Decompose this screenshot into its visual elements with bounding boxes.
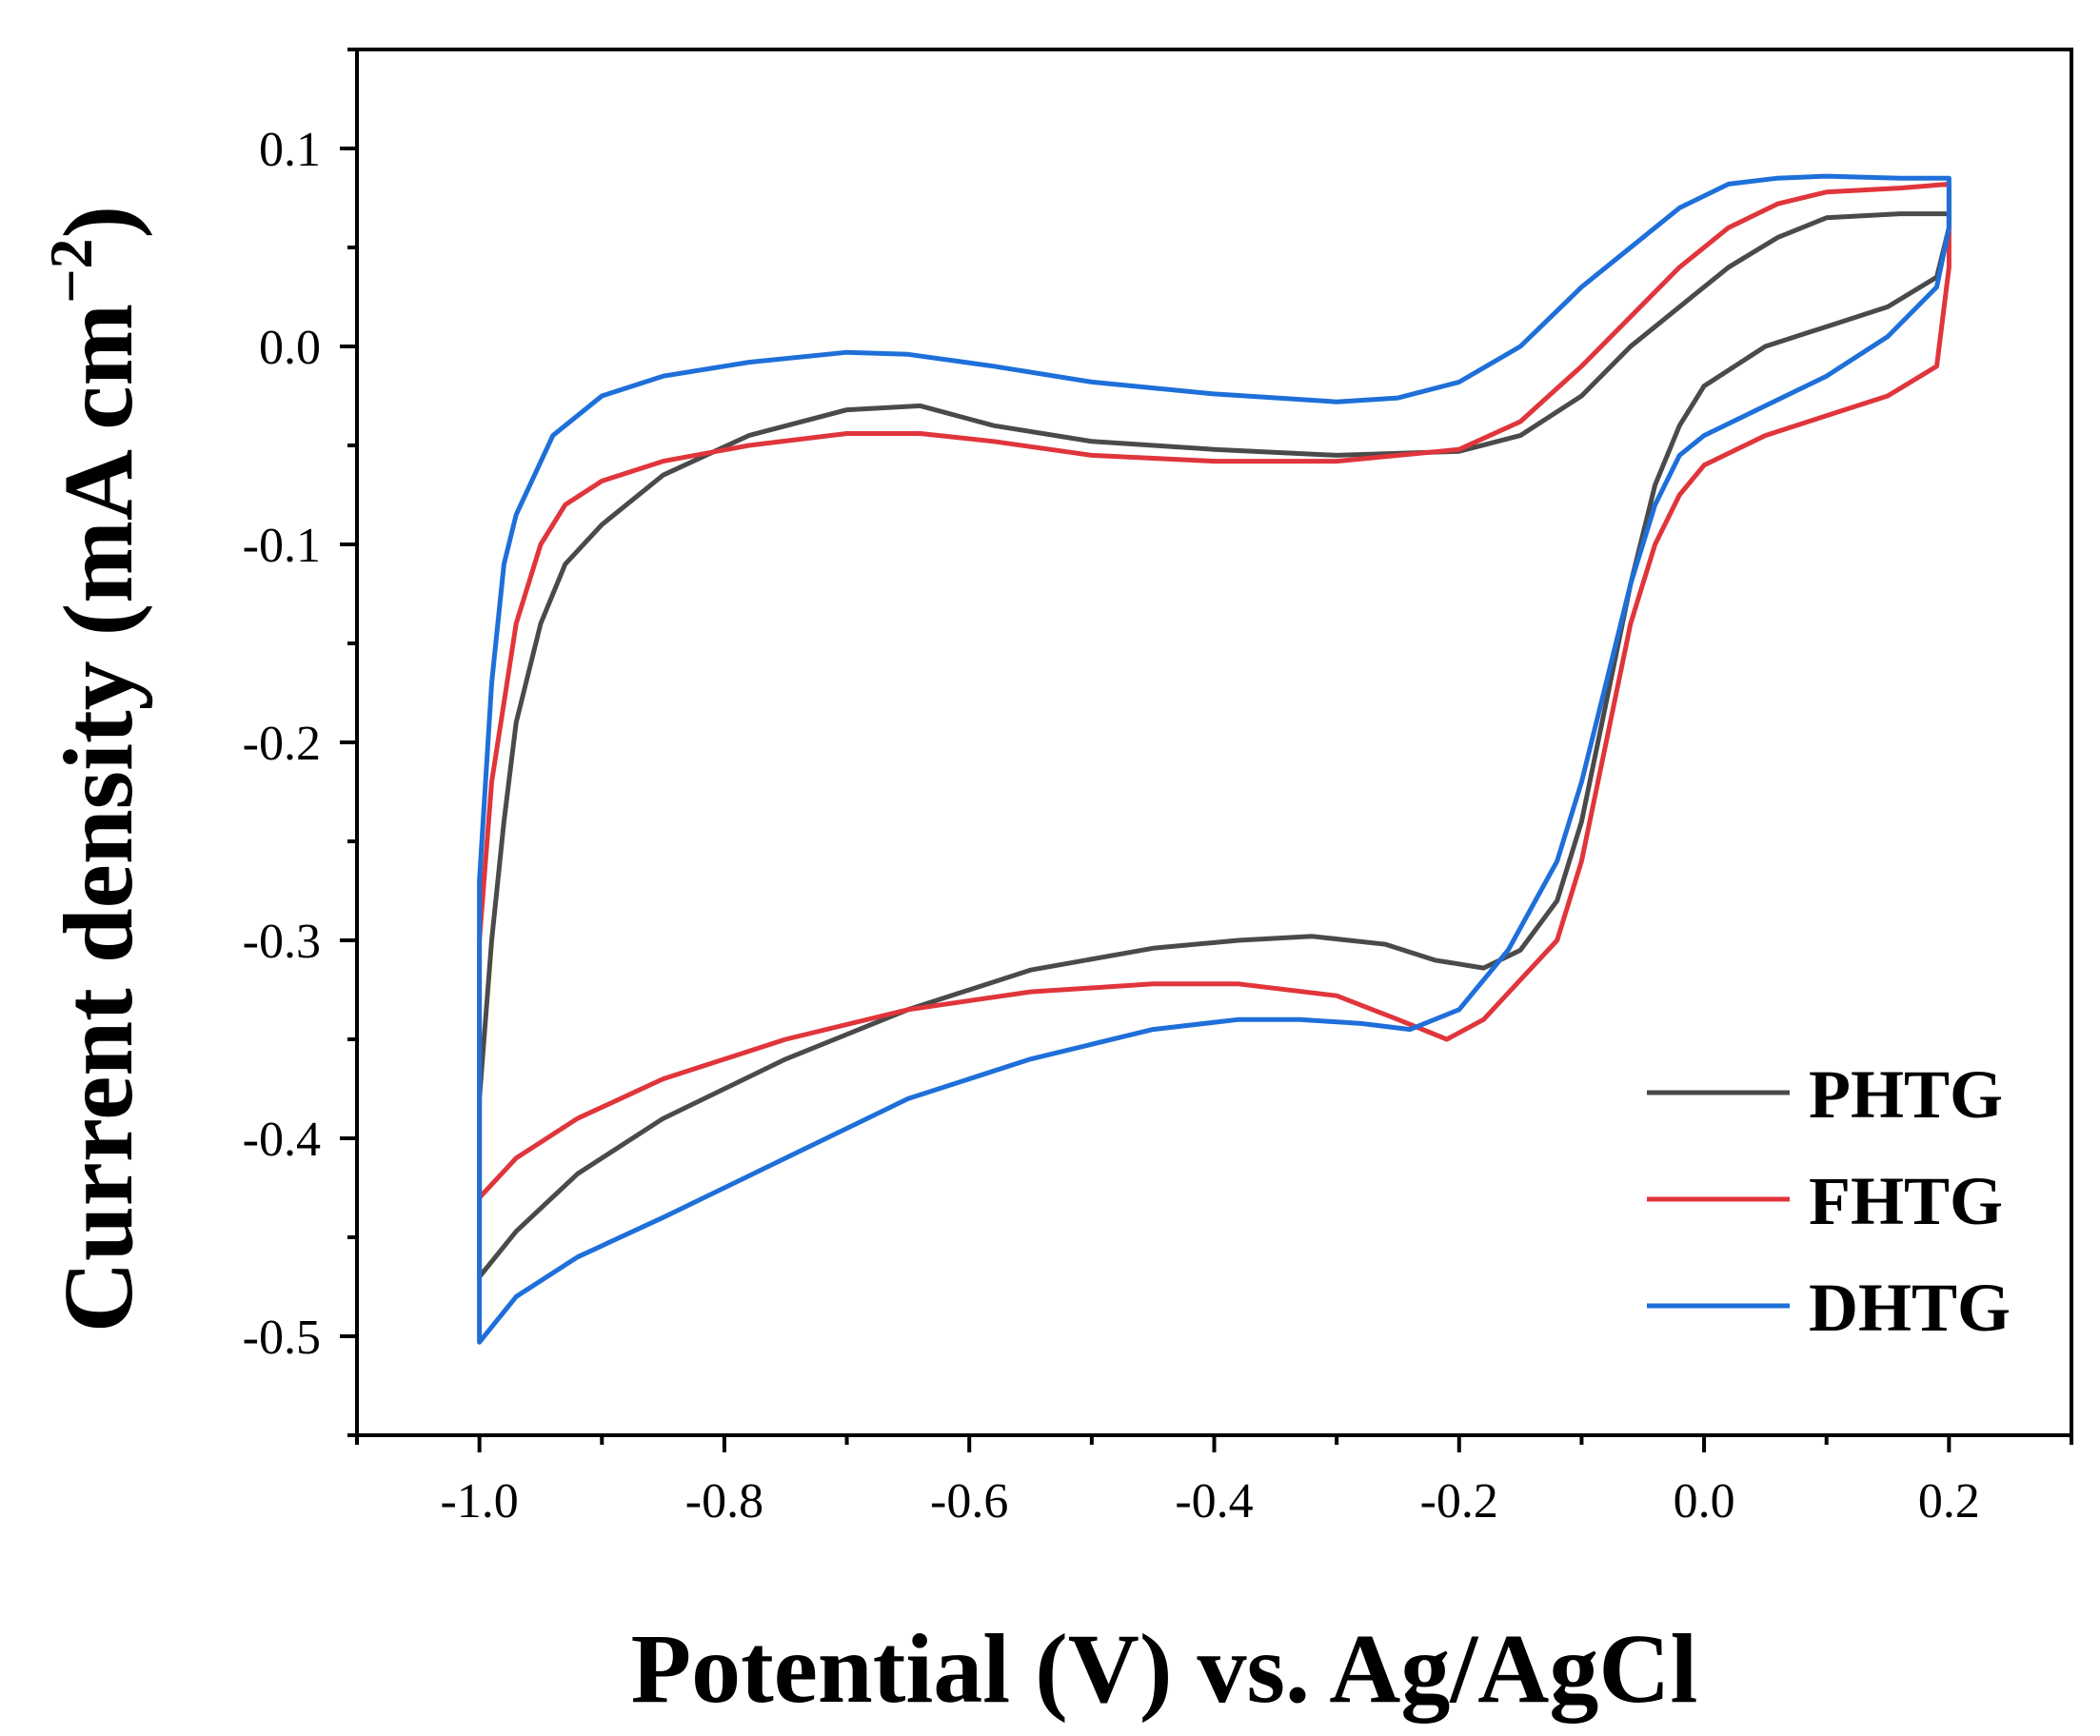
series-layer (477, 173, 1951, 1345)
y-axis-title-superscript: −2 (37, 238, 105, 303)
x-axis-title: Potential (V) vs. Ag/AgCl (631, 1614, 1698, 1724)
y-tick-label: 0.0 (259, 321, 321, 375)
series-line-phtg (477, 211, 1951, 1280)
x-axis: -1.0 -0.8 -0.6 -0.4 -0.2 0.0 0.2 (355, 1435, 2073, 1529)
y-tick-label: -0.5 (243, 1311, 321, 1365)
y-axis: 0.1 0.0 -0.1 -0.2 -0.3 -0.4 -0.5 (243, 48, 357, 1437)
legend-label-dhtg: DHTG (1809, 1270, 2011, 1346)
x-tick-label: -0.4 (1175, 1474, 1253, 1529)
x-tick-label: -0.2 (1420, 1474, 1498, 1529)
y-tick-label: -0.3 (243, 915, 321, 969)
series-line-dhtg (477, 173, 1951, 1345)
x-tick-label: 0.0 (1674, 1474, 1735, 1529)
y-axis-title-group: Current density (mA cm−2) (37, 206, 153, 1332)
y-axis-title: Current density (mA cm−2) (37, 206, 153, 1332)
series-line-fhtg (477, 181, 1951, 1200)
y-tick-label: -0.1 (243, 519, 321, 573)
y-axis-title-main: Current density (mA cm (44, 304, 153, 1332)
y-tick-label: 0.1 (259, 123, 321, 177)
x-tick-label: -1.0 (440, 1474, 518, 1529)
y-tick-label: -0.4 (243, 1113, 321, 1167)
y-tick-label: -0.2 (243, 717, 321, 771)
legend-label-phtg: PHTG (1809, 1056, 2003, 1133)
y-axis-title-close: ) (44, 206, 153, 239)
legend: PHTG FHTG DHTG (1647, 1056, 2011, 1346)
x-tick-label: -0.8 (685, 1474, 763, 1529)
x-tick-label: -0.6 (930, 1474, 1008, 1529)
x-tick-label: 0.2 (1918, 1474, 1980, 1529)
legend-label-fhtg: FHTG (1809, 1163, 2003, 1239)
